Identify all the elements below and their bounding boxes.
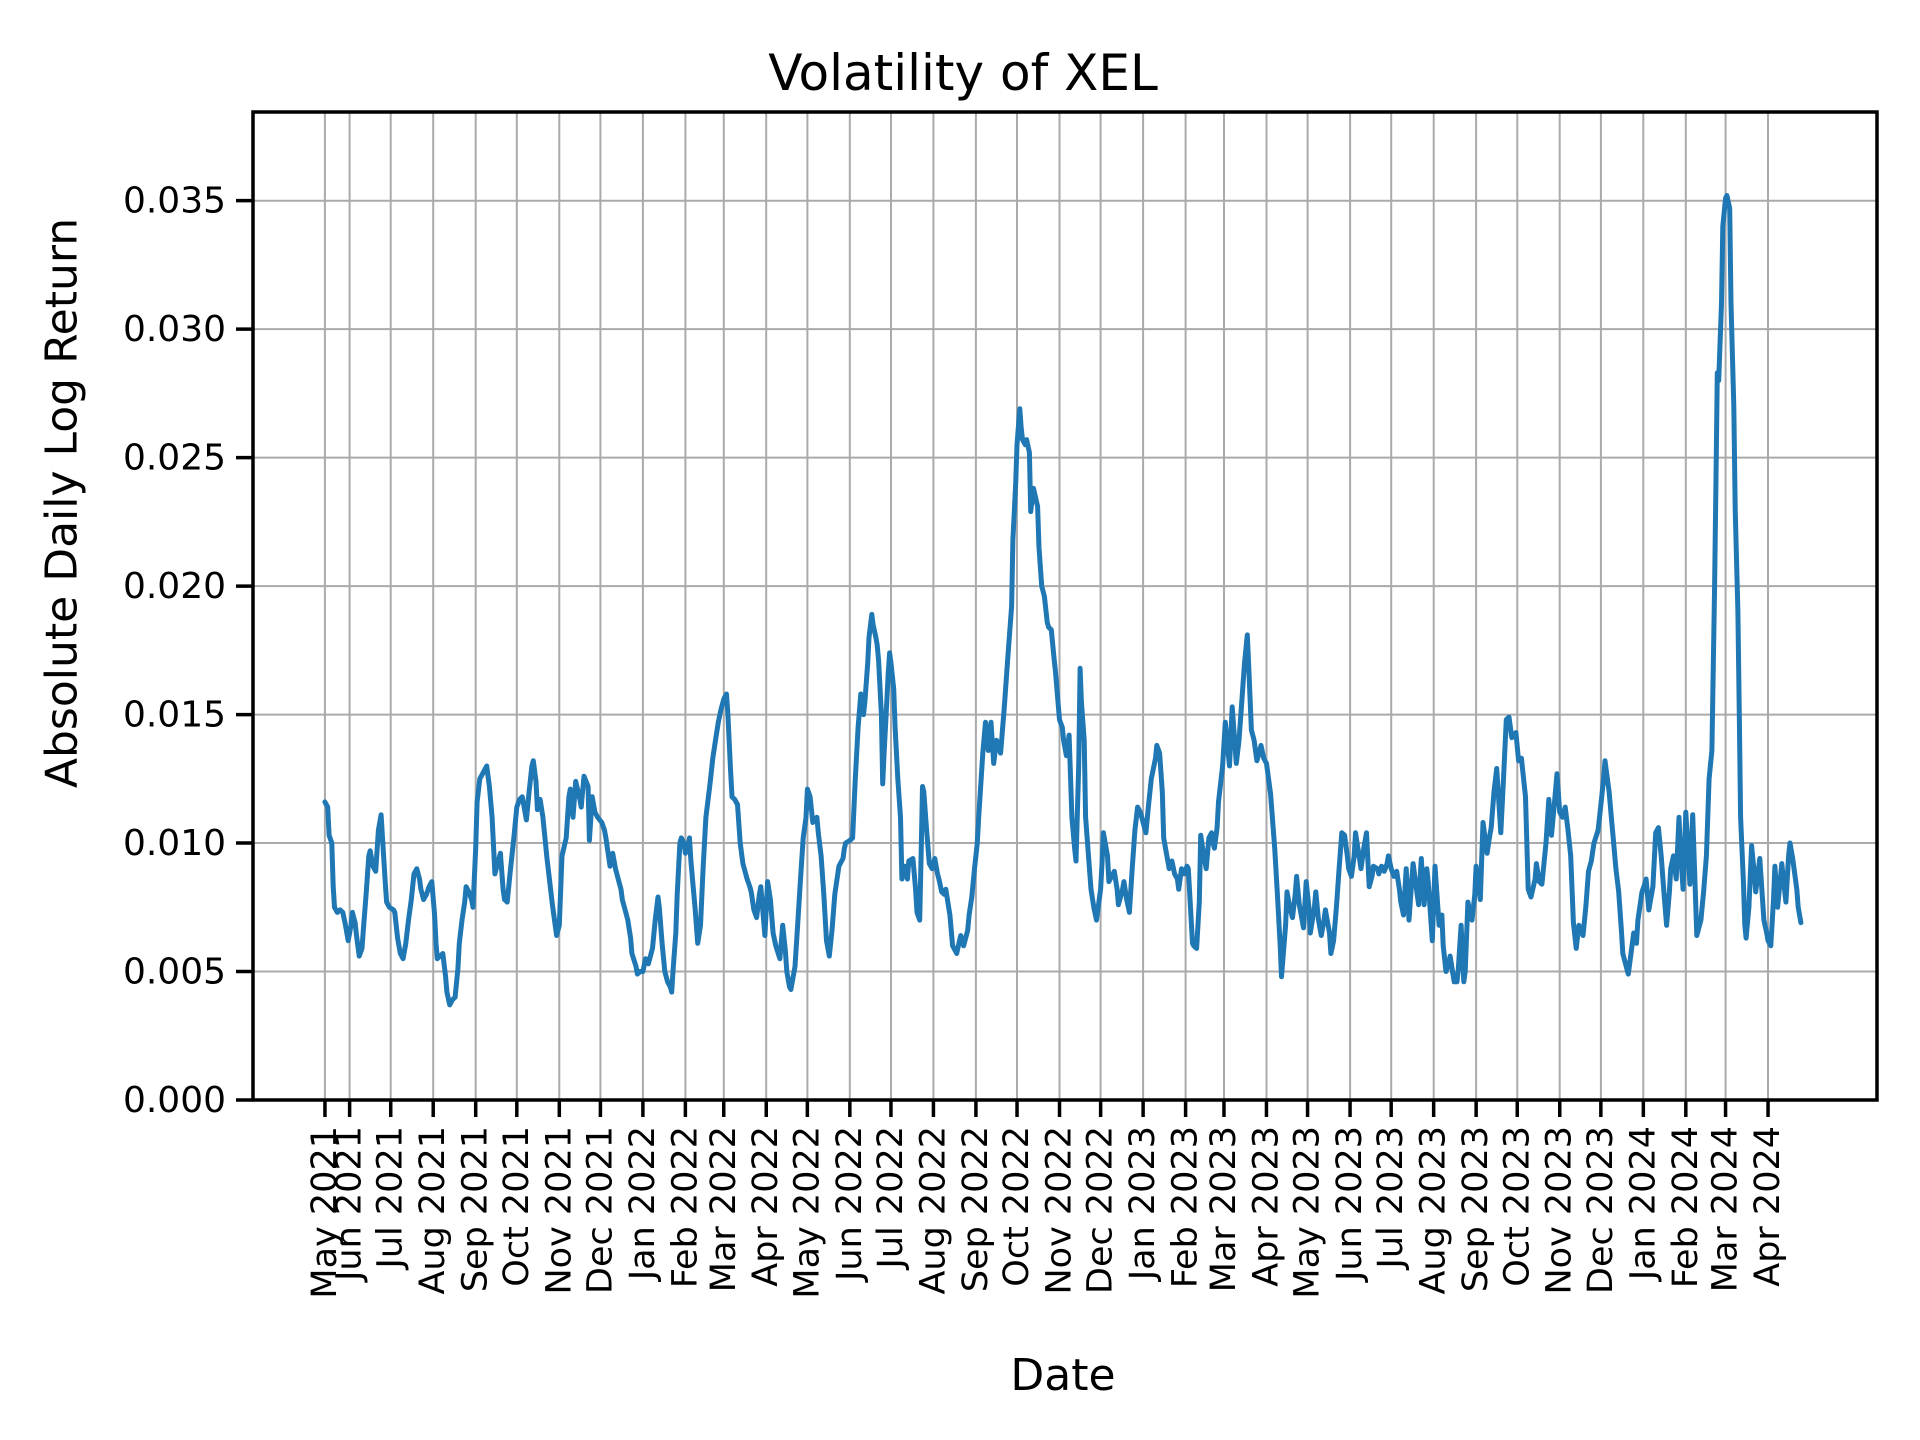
x-tick-label: Jan 2023 [1123, 1126, 1163, 1282]
x-tick-label: Dec 2022 [1081, 1126, 1121, 1294]
x-tick-label: Aug 2022 [913, 1126, 953, 1295]
x-tick-label: Nov 2021 [539, 1126, 579, 1295]
x-tick-label: Oct 2021 [497, 1126, 537, 1287]
x-tick-label: Aug 2021 [413, 1126, 453, 1295]
x-tick-label: Jan 2022 [623, 1126, 663, 1282]
x-tick-label: Mar 2024 [1706, 1126, 1746, 1292]
x-tick-label: Apr 2024 [1748, 1126, 1788, 1287]
y-tick-label: 0.025 [123, 438, 226, 479]
y-tick-label: 0.020 [123, 566, 226, 607]
x-tick-label: Jul 2021 [371, 1126, 411, 1270]
x-tick-label: Jun 2021 [330, 1126, 370, 1283]
x-tick-label: Jun 2023 [1330, 1126, 1370, 1283]
x-tick-label: Aug 2023 [1414, 1126, 1454, 1295]
x-tick-label: Jan 2024 [1623, 1126, 1663, 1282]
x-tick-label: May 2022 [787, 1126, 827, 1299]
y-tick-label: 0.015 [123, 695, 226, 736]
x-tick-label: Dec 2023 [1581, 1126, 1621, 1294]
x-tick-label: Feb 2023 [1166, 1126, 1206, 1288]
y-tick-label: 0.000 [123, 1080, 226, 1121]
x-tick-label: Feb 2024 [1666, 1126, 1706, 1288]
y-tick-label: 0.030 [123, 309, 226, 350]
x-tick-label: Mar 2022 [704, 1126, 744, 1292]
y-tick-label: 0.005 [123, 952, 226, 993]
series-line [322, 193, 1804, 1008]
x-tick-label: Mar 2023 [1204, 1126, 1244, 1292]
y-tick-label: 0.010 [123, 823, 226, 864]
x-tick-label: May 2021 [305, 1126, 345, 1299]
x-tick-label: Jun 2022 [830, 1126, 870, 1283]
x-tick-label: Sep 2023 [1456, 1126, 1496, 1292]
x-tick-label: Apr 2023 [1246, 1126, 1286, 1287]
x-tick-label: Dec 2021 [580, 1126, 620, 1294]
x-tick-label: Sep 2022 [956, 1126, 996, 1292]
x-axis-label: Date [1010, 1350, 1116, 1401]
x-tick-label: Oct 2022 [997, 1126, 1037, 1287]
x-tick-label: May 2023 [1288, 1126, 1328, 1299]
y-axis-label: Absolute Daily Log Return [36, 217, 88, 789]
x-tick-label: Feb 2022 [665, 1126, 705, 1288]
y-tick-label: 0.035 [123, 181, 226, 222]
x-tick-label: Nov 2022 [1040, 1126, 1080, 1295]
x-tick-label: Jul 2022 [871, 1126, 911, 1270]
x-tick-label: Apr 2022 [746, 1126, 786, 1287]
chart-title: Volatility of XEL [768, 44, 1158, 102]
x-tick-label: Oct 2023 [1497, 1126, 1537, 1287]
plot-border [251, 110, 1879, 1102]
x-tick-label: Jul 2023 [1371, 1126, 1411, 1270]
x-tick-label: Sep 2021 [456, 1126, 496, 1292]
x-tick-label: Nov 2023 [1540, 1126, 1580, 1295]
